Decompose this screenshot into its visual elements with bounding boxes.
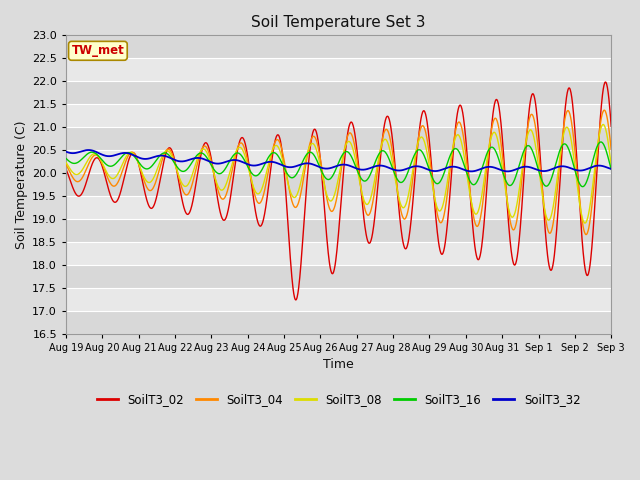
Bar [66,81,611,104]
Text: TW_met: TW_met [72,44,124,57]
SoilT3_02 [292,297,300,303]
SoilT3_04 [184,192,191,198]
SoilT3_32 [607,166,615,172]
Line: SoilT3_16: SoilT3_16 [66,142,611,187]
SoilT3_16 [495,155,502,161]
Bar [66,196,611,219]
Title: Soil Temperature Set 3: Soil Temperature Set 3 [252,15,426,30]
SoilT3_02 [170,155,178,160]
SoilT3_04 [600,108,608,113]
Bar [66,265,611,288]
SoilT3_08 [244,165,252,171]
SoilT3_02 [602,79,609,85]
SoilT3_04 [607,147,615,153]
SoilT3_02 [543,245,550,251]
SoilT3_32 [171,157,179,163]
SoilT3_08 [581,220,589,226]
SoilT3_16 [244,165,252,170]
SoilT3_32 [62,149,70,155]
Bar [66,59,611,81]
SoilT3_08 [62,160,70,166]
SoilT3_32 [184,157,191,163]
SoilT3_08 [495,140,502,145]
SoilT3_16 [184,166,191,172]
Bar [66,36,611,59]
SoilT3_16 [607,167,615,172]
SoilT3_08 [184,182,191,188]
Y-axis label: Soil Temperature (C): Soil Temperature (C) [15,120,28,249]
Line: SoilT3_02: SoilT3_02 [66,82,611,300]
SoilT3_02 [62,167,70,172]
SoilT3_02 [607,124,615,130]
SoilT3_08 [607,163,615,168]
Line: SoilT3_08: SoilT3_08 [66,124,611,223]
Bar [66,127,611,150]
SoilT3_04 [244,161,252,167]
SoilT3_16 [579,184,587,190]
SoilT3_04 [170,156,178,162]
Bar [66,219,611,242]
SoilT3_04 [495,122,502,128]
SoilT3_08 [170,159,178,165]
SoilT3_32 [424,167,431,172]
SoilT3_08 [423,150,431,156]
Line: SoilT3_32: SoilT3_32 [66,150,611,171]
Bar [66,288,611,312]
SoilT3_16 [543,183,550,189]
Bar [66,150,611,173]
SoilT3_04 [62,162,70,168]
SoilT3_04 [582,232,590,238]
Bar [66,312,611,334]
Bar [66,173,611,196]
SoilT3_32 [504,168,511,174]
Legend: SoilT3_02, SoilT3_04, SoilT3_08, SoilT3_16, SoilT3_32: SoilT3_02, SoilT3_04, SoilT3_08, SoilT3_… [92,388,585,410]
Bar [66,104,611,127]
SoilT3_02 [424,122,431,128]
SoilT3_02 [495,103,502,108]
SoilT3_02 [244,157,252,163]
SoilT3_32 [543,168,551,174]
Bar [66,242,611,265]
SoilT3_16 [62,156,70,161]
SoilT3_04 [543,220,550,226]
SoilT3_32 [84,147,92,153]
SoilT3_08 [600,121,607,127]
X-axis label: Time: Time [323,358,354,371]
SoilT3_08 [543,214,550,220]
SoilT3_16 [597,139,605,145]
SoilT3_32 [495,166,502,172]
SoilT3_02 [184,211,191,217]
SoilT3_04 [423,136,431,142]
SoilT3_32 [245,162,253,168]
SoilT3_16 [423,160,431,166]
SoilT3_16 [170,159,178,165]
Line: SoilT3_04: SoilT3_04 [66,110,611,235]
